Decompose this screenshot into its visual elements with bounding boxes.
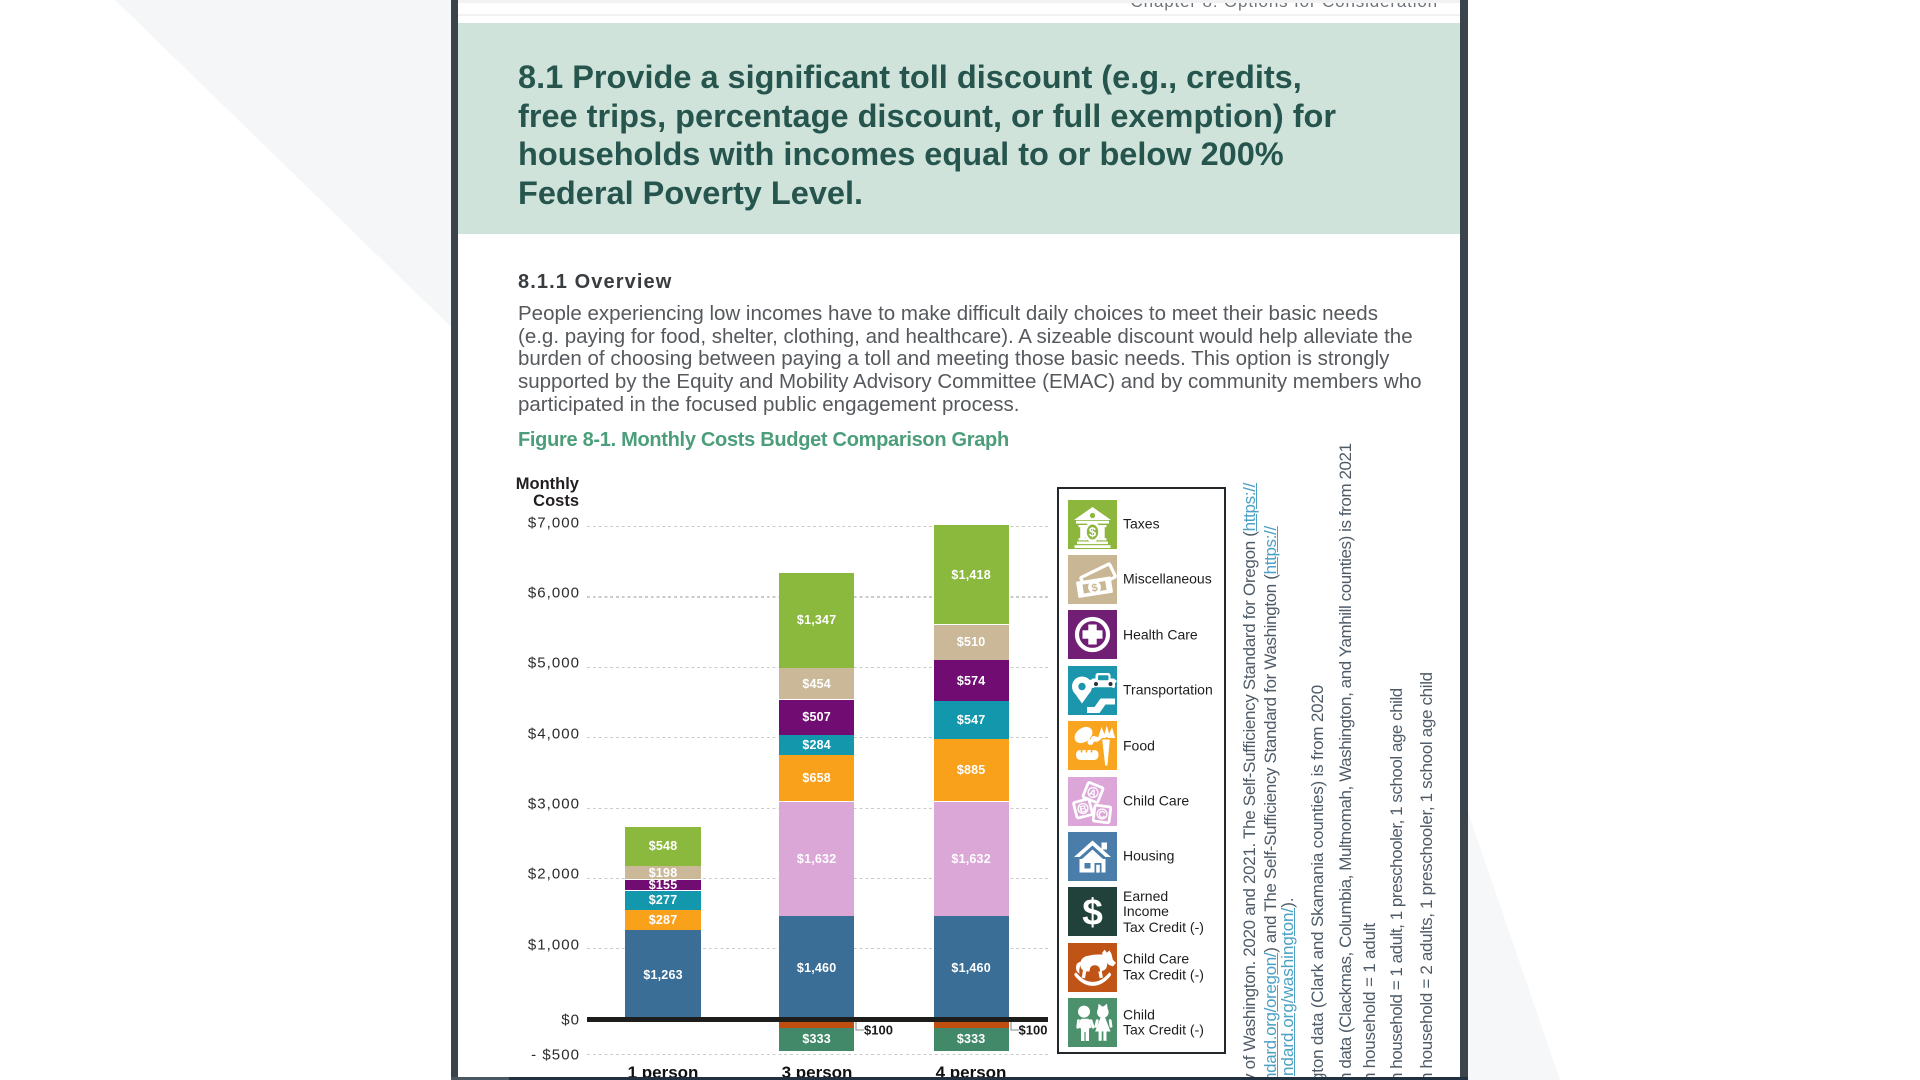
svg-text:B: B (1078, 803, 1088, 815)
svg-text:A: A (1087, 787, 1098, 800)
svg-text:$: $ (1091, 582, 1099, 595)
svg-text:C: C (1098, 809, 1107, 821)
svg-text:$: $ (1082, 892, 1103, 933)
svg-text:$: $ (1089, 524, 1097, 539)
